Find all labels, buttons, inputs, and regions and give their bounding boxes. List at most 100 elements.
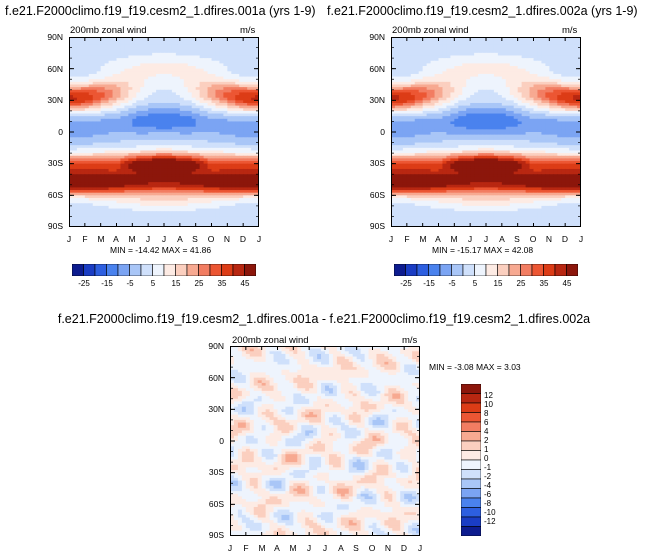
heatmap-cell bbox=[199, 224, 204, 227]
heatmap-cell bbox=[148, 110, 153, 114]
heatmap-cell bbox=[565, 55, 570, 59]
heatmap-cell bbox=[521, 73, 526, 77]
heatmap-cell bbox=[116, 71, 121, 75]
xlabel-may: M bbox=[128, 234, 136, 244]
heatmap-cell bbox=[92, 105, 98, 109]
heatmap-cell bbox=[80, 166, 86, 170]
heatmap-cell bbox=[72, 95, 78, 99]
ylabel-60n: 60N bbox=[47, 64, 63, 74]
heatmap-cell bbox=[255, 92, 259, 96]
heatmap-cell bbox=[529, 55, 534, 59]
heatmap-cell bbox=[541, 60, 546, 64]
heatmap-cell bbox=[525, 84, 530, 88]
heatmap-cell bbox=[517, 102, 523, 107]
heatmap-cell bbox=[104, 208, 109, 212]
heatmap-cell bbox=[199, 192, 204, 196]
heatmap-cell bbox=[171, 145, 177, 149]
heatmap-cell bbox=[545, 87, 550, 91]
heatmap-cell bbox=[156, 42, 161, 46]
heatmap-cell bbox=[573, 55, 578, 59]
heatmap-cell bbox=[132, 155, 137, 159]
heatmap-cell bbox=[402, 81, 408, 85]
heatmap-cell bbox=[509, 42, 515, 46]
heatmap-cell bbox=[96, 163, 102, 167]
heatmap-cell bbox=[549, 73, 554, 77]
heatmap-cell bbox=[251, 158, 256, 162]
heatmap-cell bbox=[76, 163, 82, 167]
heatmap-cell bbox=[529, 71, 534, 75]
heatmap-cell bbox=[517, 89, 523, 93]
heatmap-cell bbox=[251, 163, 256, 167]
heatmap-cell bbox=[80, 158, 86, 162]
heatmap-cell bbox=[255, 71, 259, 75]
heatmap-cell bbox=[489, 87, 495, 91]
heatmap-cell bbox=[88, 97, 94, 101]
heatmap-cell bbox=[92, 39, 98, 43]
heatmap-cell bbox=[128, 216, 133, 220]
heatmap-cell bbox=[108, 42, 113, 46]
heatmap-cell bbox=[426, 42, 431, 46]
heatmap-cell bbox=[227, 142, 232, 146]
heatmap-cell bbox=[191, 79, 197, 83]
heatmap-cell bbox=[493, 79, 499, 83]
heatmap-cell bbox=[521, 89, 526, 93]
heatmap-cell bbox=[474, 55, 479, 59]
heatmap-cell bbox=[175, 79, 181, 83]
heatmap-cell bbox=[203, 95, 208, 99]
heatmap-cell bbox=[497, 92, 503, 96]
heatmap-cell bbox=[207, 158, 212, 162]
heatmap-cell bbox=[76, 39, 82, 43]
heatmap-cell bbox=[203, 145, 208, 149]
heatmap-cell bbox=[179, 211, 185, 215]
ylabel-90n: 90N bbox=[47, 32, 63, 42]
heatmap-cell bbox=[247, 224, 252, 227]
heatmap-cell bbox=[100, 66, 106, 70]
heatmap-cell bbox=[239, 60, 244, 64]
heatmap-cell bbox=[164, 121, 169, 125]
heatmap-cell bbox=[203, 42, 208, 46]
heatmap-cell bbox=[243, 92, 248, 96]
heatmap-cell bbox=[92, 102, 98, 107]
heatmap-cell bbox=[231, 137, 236, 141]
heatmap-cell bbox=[148, 163, 153, 167]
heatmap-cell bbox=[88, 192, 94, 196]
heatmap-cell bbox=[167, 126, 173, 130]
heatmap-cell bbox=[239, 134, 244, 138]
heatmap-cell bbox=[148, 102, 153, 107]
heatmap-cell bbox=[243, 121, 248, 125]
heatmap-cell bbox=[505, 102, 511, 107]
heatmap-cell bbox=[442, 79, 447, 83]
heatmap-cell bbox=[251, 87, 256, 91]
heatmap-cell bbox=[148, 171, 153, 175]
heatmap-cell bbox=[521, 95, 526, 99]
heatmap-cell bbox=[160, 221, 165, 225]
heatmap-cell bbox=[497, 39, 503, 43]
heatmap-cell bbox=[223, 108, 228, 112]
heatmap-cell bbox=[69, 176, 74, 180]
heatmap-cell bbox=[207, 187, 212, 191]
heatmap-cell bbox=[171, 118, 177, 122]
heatmap-cell bbox=[442, 58, 447, 62]
heatmap-cell bbox=[255, 42, 259, 46]
heatmap-cell bbox=[525, 39, 530, 43]
heatmap-cell bbox=[223, 66, 228, 70]
heatmap-cell bbox=[128, 126, 133, 130]
heatmap-cell bbox=[489, 42, 495, 46]
heatmap-cell bbox=[187, 50, 193, 54]
heatmap-cell bbox=[104, 102, 109, 107]
heatmap-cell bbox=[76, 147, 82, 151]
heatmap-cell bbox=[414, 39, 420, 43]
heatmap-cell bbox=[239, 171, 244, 175]
heatmap-cell bbox=[167, 121, 173, 125]
heatmap-cell bbox=[557, 108, 562, 112]
heatmap-cell bbox=[96, 174, 102, 178]
heatmap-cell bbox=[243, 60, 248, 64]
heatmap-cell bbox=[148, 84, 153, 88]
heatmap-cell bbox=[247, 95, 252, 99]
heatmap-cell bbox=[235, 197, 240, 202]
heatmap-cell bbox=[231, 63, 236, 67]
heatmap-cell bbox=[462, 108, 467, 112]
heatmap-cell bbox=[402, 110, 408, 114]
heatmap-cell bbox=[422, 39, 428, 43]
heatmap-cell bbox=[136, 158, 141, 162]
